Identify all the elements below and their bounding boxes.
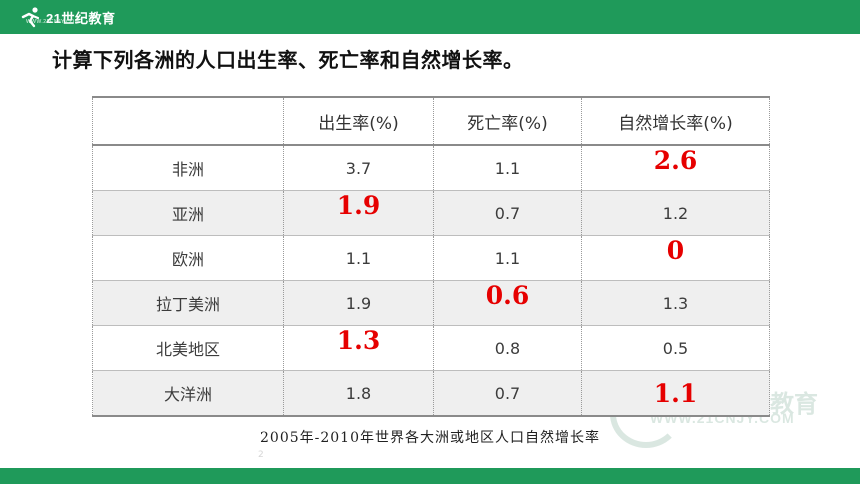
birth-cell: 1.3 [283,325,434,371]
death-cell: 0.6 [433,280,582,326]
population-table: 出生率(%) 死亡率(%) 自然增长率(%) 非洲 3.7 1.1 2.6 亚洲… [92,96,770,417]
runner-logo-icon [21,7,40,28]
growth-cell: 1.3 [581,280,770,326]
birth-cell: 1.9 [283,280,434,326]
bottom-bar [0,468,860,484]
region-cell: 亚洲 [92,190,284,236]
answer-value: 0 [666,235,685,265]
growth-cell: 0 [581,235,770,281]
header-cell-region [92,96,284,146]
death-cell: 1.1 [433,145,582,191]
growth-cell: 1.2 [581,190,770,236]
page-title: 计算下列各洲的人口出生率、死亡率和自然增长率。 [52,48,524,72]
table-header-row: 出生率(%) 死亡率(%) 自然增长率(%) [92,96,770,146]
page-number: 2 [258,450,264,460]
birth-cell: 1.8 [283,370,434,417]
birth-cell: 3.7 [283,145,434,191]
birth-cell: 1.9 [283,190,434,236]
answer-value: 1.3 [336,325,381,355]
region-cell: 拉丁美洲 [92,280,284,326]
table-row: 拉丁美洲 1.9 0.6 1.3 [92,280,770,326]
region-cell: 非洲 [92,145,284,191]
header-cell-birth: 出生率(%) [283,96,434,146]
top-bar: 21世纪教育 WWW.21CNJY.COM [0,0,860,34]
table-row: 北美地区 1.3 0.8 0.5 [92,325,770,371]
growth-cell: 0.5 [581,325,770,371]
table-row: 欧洲 1.1 1.1 0 [92,235,770,281]
logo-subtext: WWW.21CNJY.COM [26,19,80,25]
brand-logo: 21世纪教育 [20,4,115,30]
answer-value: 1.9 [336,190,381,220]
growth-cell: 2.6 [581,145,770,191]
table-row: 亚洲 1.9 0.7 1.2 [92,190,770,236]
answer-value: 2.6 [653,145,698,175]
header-cell-death: 死亡率(%) [433,96,582,146]
header-cell-growth: 自然增长率(%) [581,96,770,146]
answer-value: 0.6 [485,280,530,310]
death-cell: 0.7 [433,370,582,417]
logo-text: 21世纪教育 [46,10,116,26]
death-cell: 0.7 [433,190,582,236]
region-cell: 大洋洲 [92,370,284,417]
growth-cell: 1.1 [581,370,770,417]
answer-value: 1.1 [653,378,698,408]
table-caption: 2005年-2010年世界各大洲或地区人口自然增长率 [260,430,600,446]
region-cell: 北美地区 [92,325,284,371]
table-row: 非洲 3.7 1.1 2.6 [92,145,770,191]
table-row: 大洋洲 1.8 0.7 1.1 [92,370,770,417]
watermark-text: 教育 [770,391,818,418]
birth-cell: 1.1 [283,235,434,281]
death-cell: 0.8 [433,325,582,371]
region-cell: 欧洲 [92,235,284,281]
death-cell: 1.1 [433,235,582,281]
